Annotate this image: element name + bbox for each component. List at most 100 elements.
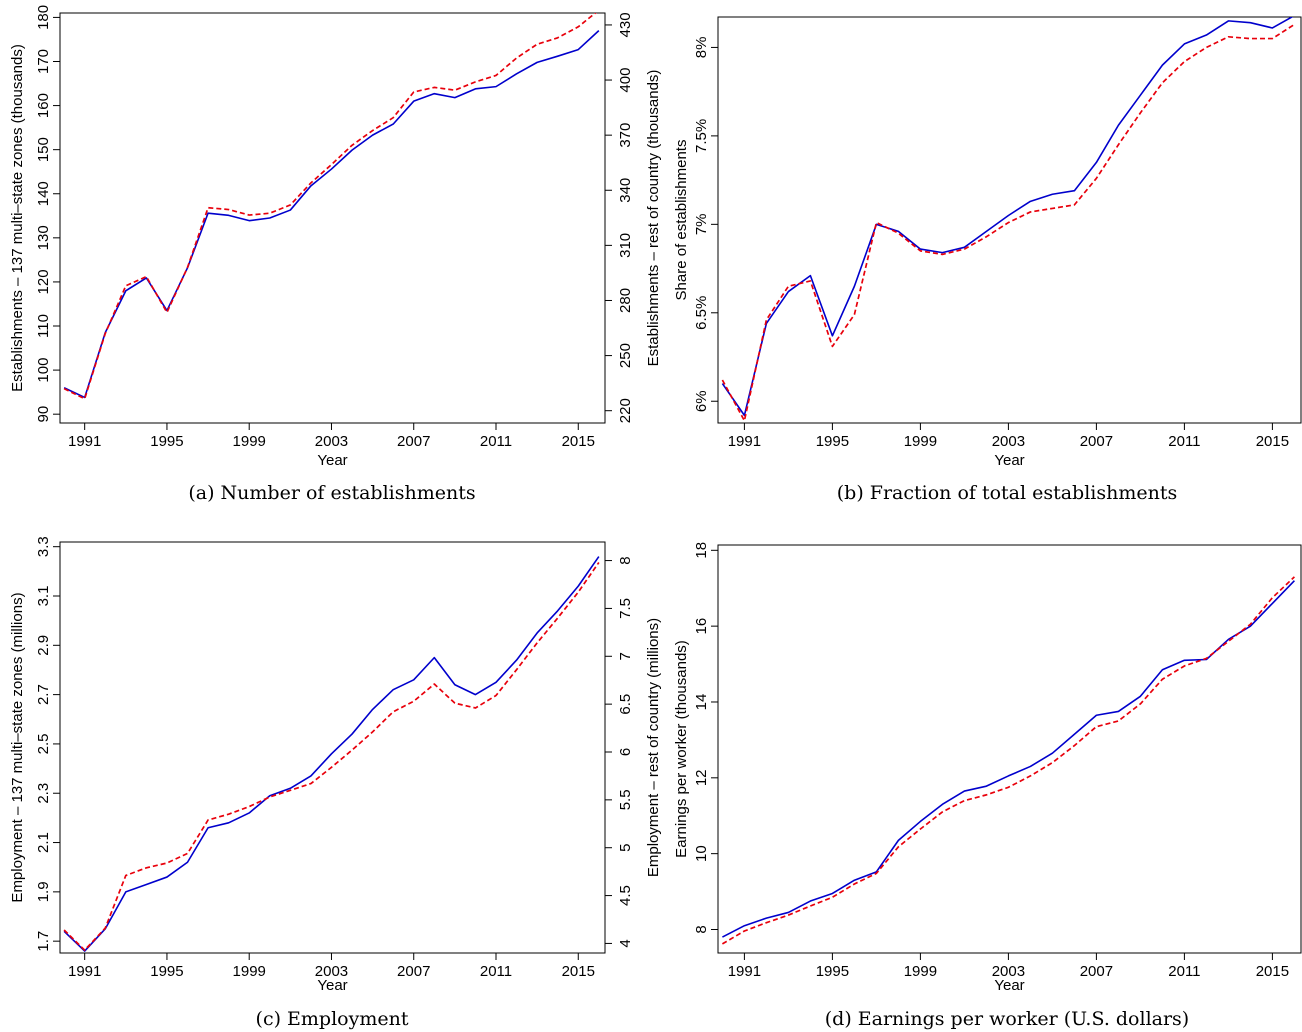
x-tick-label: 2007 (1080, 963, 1113, 980)
y-tick-label: 2.1 (35, 832, 52, 853)
y-tick-label: 2.3 (35, 783, 52, 804)
y-tick-label: 150 (35, 137, 52, 162)
x-tick-label: 1995 (816, 433, 849, 450)
x-tick-label: 1999 (233, 963, 266, 980)
series-line-solid (722, 580, 1295, 938)
x-tick-label: 1999 (904, 963, 937, 980)
y-tick-label: 2.7 (35, 684, 52, 705)
y-tick-label: 2.5 (35, 733, 52, 754)
y-axis-title: Establishments – 137 multi–state zones (… (9, 44, 26, 392)
y2-axis-title: Employment – rest of country (millions) (645, 618, 662, 877)
y2-tick-label: 250 (617, 343, 634, 368)
y-axis-title: Employment – 137 multi–state zones (mill… (9, 592, 26, 902)
y-tick-label: 7% (693, 213, 710, 235)
x-axis-title: Year (317, 977, 347, 994)
y-tick-label: 10 (693, 845, 710, 862)
series-line-solid (63, 556, 600, 952)
plot-frame (59, 541, 606, 954)
x-tick-label: 2003 (315, 963, 348, 980)
y-tick-label: 140 (35, 181, 52, 206)
panel-a: 1991 1995 1999 2003 2007 2011 2015 90 100 110 120 1… (9, 5, 662, 504)
y-tick-label: 8 (693, 925, 710, 933)
y-tick-label: 14 (693, 694, 710, 711)
y2-tick-label: 340 (617, 178, 634, 203)
y2-tick-label: 7 (617, 652, 634, 660)
x-axis-title: Year (317, 452, 347, 469)
y2-tick-label: 310 (617, 233, 634, 258)
y-tick-label: 8% (693, 37, 710, 59)
panel-caption: (a) Number of establishments (188, 482, 475, 504)
x-tick-label: 2011 (480, 963, 512, 980)
series-line-dashed (721, 23, 1295, 422)
y-tick-label: 6% (693, 390, 710, 412)
x-tick-label: 1991 (68, 433, 101, 450)
y2-tick-label: 220 (617, 398, 634, 423)
panel-caption: (c) Employment (256, 1008, 409, 1030)
y2-tick-label: 5.5 (617, 789, 634, 810)
x-tick-label: 2011 (480, 433, 512, 450)
y-tick-label: 180 (35, 5, 52, 30)
y-tick-label: 170 (35, 49, 52, 74)
plot-frame (717, 16, 1302, 424)
y-tick-label: 1.7 (35, 931, 52, 952)
y2-tick-label: 8 (617, 556, 634, 564)
x-tick-label: 2015 (1256, 433, 1289, 450)
y-tick-label: 7.5% (693, 119, 710, 153)
x-tick-label: 2003 (992, 433, 1025, 450)
y-tick-label: 120 (35, 269, 52, 294)
y-tick-label: 6.5% (693, 296, 710, 330)
series-line-dashed (63, 561, 600, 951)
y-axis-title: Share of establishments (673, 140, 690, 301)
x-tick-label: 2007 (397, 433, 430, 450)
panel-caption: (d) Earnings per worker (U.S. dollars) (825, 1008, 1189, 1030)
x-tick-label: 1991 (68, 963, 101, 980)
y2-tick-label: 6.5 (617, 694, 634, 715)
series-line-dashed (721, 576, 1295, 945)
x-tick-label: 2003 (992, 963, 1025, 980)
y-tick-label: 90 (35, 406, 52, 423)
x-tick-label: 2015 (1256, 963, 1289, 980)
x-axis-title: Year (994, 452, 1024, 469)
x-tick-label: 1999 (904, 433, 937, 450)
x-tick-label: 1991 (728, 433, 761, 450)
y-tick-label: 2.9 (35, 635, 52, 656)
x-tick-label: 1995 (150, 963, 183, 980)
plot-frame (59, 12, 606, 424)
y-axis-title: Earnings per worker (thousands) (673, 640, 690, 858)
x-tick-label: 1995 (150, 433, 183, 450)
x-tick-label: 1995 (816, 963, 849, 980)
y2-tick-label: 6 (617, 748, 634, 756)
y-tick-label: 18 (693, 542, 710, 559)
x-tick-label: 2015 (562, 433, 595, 450)
y2-tick-label: 5 (617, 844, 634, 852)
plot-frame (717, 544, 1302, 954)
y-tick-label: 1.9 (35, 881, 52, 902)
y2-tick-label: 280 (617, 288, 634, 313)
y2-tick-label: 4.5 (617, 885, 634, 906)
y-tick-label: 130 (35, 225, 52, 250)
y-tick-label: 3.3 (35, 536, 52, 557)
y2-tick-label: 430 (617, 12, 634, 37)
y2-tick-label: 7.5 (617, 598, 634, 619)
y2-tick-label: 4 (617, 939, 634, 947)
y-tick-label: 16 (693, 618, 710, 635)
y-tick-label: 160 (35, 93, 52, 118)
x-tick-label: 2011 (1168, 433, 1200, 450)
series-line-dashed (63, 13, 597, 400)
y-tick-label: 12 (693, 769, 710, 786)
y2-axis-title: Establishments – rest of country (thousa… (645, 70, 662, 367)
x-tick-label: 2003 (315, 433, 348, 450)
x-tick-label: 2011 (1168, 963, 1200, 980)
y-tick-label: 110 (35, 314, 52, 338)
y2-tick-label: 370 (617, 123, 634, 148)
x-tick-label: 2007 (1080, 433, 1113, 450)
panel-b: 1991 1995 1999 2003 2007 2011 2015 6% 6.5% 7% 7.5%… (673, 16, 1302, 504)
x-tick-label: 1991 (728, 963, 761, 980)
y2-tick-label: 400 (617, 68, 634, 93)
x-tick-label: 2007 (397, 963, 430, 980)
panel-c: 1991 1995 1999 2003 2007 2011 2015 1.7 1.9 2.1 2.3… (9, 536, 662, 1030)
series-line-solid (63, 30, 600, 399)
panel-d: 1991 1995 1999 2003 2007 2011 2015 8 10 12 14 16 18 Y… (673, 542, 1302, 1030)
series-line-solid (721, 17, 1294, 417)
